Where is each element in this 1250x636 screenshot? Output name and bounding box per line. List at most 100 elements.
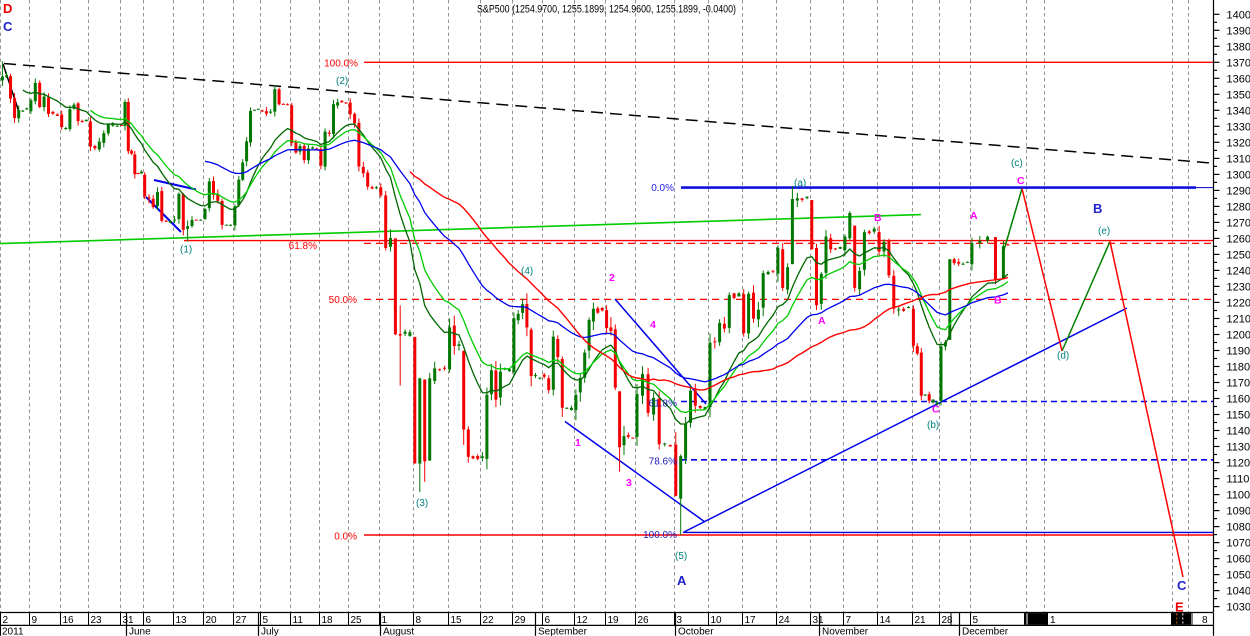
svg-text:1210: 1210 [1227, 314, 1250, 326]
svg-text:1160: 1160 [1227, 394, 1250, 406]
svg-text:B: B [1093, 201, 1102, 216]
svg-text:1380: 1380 [1227, 41, 1250, 53]
svg-text:1300: 1300 [1227, 169, 1250, 181]
svg-text:(d): (d) [1057, 351, 1069, 362]
svg-text:1280: 1280 [1227, 201, 1250, 213]
svg-text:61.8%: 61.8% [649, 399, 677, 410]
svg-text:1170: 1170 [1227, 378, 1250, 390]
svg-text:C: C [1017, 175, 1025, 187]
svg-text:4: 4 [650, 319, 656, 331]
svg-text:1270: 1270 [1227, 217, 1250, 229]
svg-text:19: 19 [608, 615, 620, 626]
svg-text:C: C [932, 404, 940, 416]
svg-text:1220: 1220 [1227, 297, 1250, 309]
svg-text:14: 14 [880, 615, 892, 626]
svg-text:28: 28 [942, 615, 954, 626]
svg-text:8: 8 [1202, 615, 1208, 626]
svg-text:D: D [3, 1, 12, 16]
svg-text:(2): (2) [336, 76, 348, 87]
svg-text:1: 1 [382, 615, 388, 626]
svg-text:1190: 1190 [1227, 346, 1250, 358]
svg-text:1360: 1360 [1227, 73, 1250, 85]
svg-text:A: A [677, 573, 687, 588]
svg-text:27: 27 [236, 615, 248, 626]
svg-text:6: 6 [146, 615, 152, 626]
svg-text:12: 12 [577, 615, 589, 626]
svg-text:1060: 1060 [1227, 554, 1250, 566]
svg-text:(3): (3) [416, 498, 428, 509]
svg-text:16: 16 [63, 615, 75, 626]
svg-text:18: 18 [322, 615, 334, 626]
svg-text:August: August [383, 626, 414, 636]
svg-text:1040: 1040 [1227, 586, 1250, 598]
svg-text:A: A [970, 210, 978, 222]
svg-text:2: 2 [3, 615, 9, 626]
svg-text:1070: 1070 [1227, 538, 1250, 550]
svg-text:100.0%: 100.0% [324, 59, 358, 70]
svg-text:5: 5 [973, 615, 979, 626]
svg-text:8: 8 [416, 615, 422, 626]
svg-text:July: July [261, 626, 279, 636]
svg-text:1110: 1110 [1227, 474, 1250, 486]
svg-text:1180: 1180 [1227, 362, 1250, 374]
svg-text:5: 5 [263, 615, 269, 626]
svg-text:1330: 1330 [1227, 121, 1250, 133]
svg-text:1390: 1390 [1227, 25, 1250, 37]
svg-text:December: December [962, 626, 1009, 636]
svg-text:1090: 1090 [1227, 506, 1250, 518]
svg-text:October: October [678, 626, 714, 636]
svg-text:1130: 1130 [1227, 442, 1250, 454]
svg-text:1: 1 [1050, 615, 1056, 626]
svg-text:0.0%: 0.0% [334, 532, 357, 543]
svg-text:50.0%: 50.0% [329, 295, 357, 306]
svg-text:1310: 1310 [1227, 153, 1250, 165]
svg-text:20: 20 [206, 615, 218, 626]
svg-text:3: 3 [677, 615, 683, 626]
svg-text:1320: 1320 [1227, 137, 1250, 149]
svg-text:B: B [874, 212, 882, 224]
svg-text:1080: 1080 [1227, 522, 1250, 534]
svg-text:21: 21 [915, 615, 927, 626]
svg-text:11: 11 [293, 615, 304, 626]
svg-text:1260: 1260 [1227, 233, 1250, 245]
svg-text:(5): (5) [675, 551, 687, 562]
svg-text:1400: 1400 [1227, 9, 1250, 21]
svg-text:1: 1 [575, 437, 581, 449]
svg-text:November: November [822, 626, 869, 636]
svg-text:24: 24 [779, 615, 791, 626]
svg-text:31: 31 [123, 615, 135, 626]
svg-text:E: E [1175, 600, 1184, 615]
svg-text:C: C [1177, 578, 1187, 593]
svg-text:100.0%: 100.0% [643, 530, 677, 541]
svg-text:(a): (a) [794, 178, 806, 189]
svg-text:1230: 1230 [1227, 281, 1250, 293]
svg-text:22: 22 [483, 615, 495, 626]
svg-text:2: 2 [609, 272, 615, 284]
svg-text:1100: 1100 [1227, 490, 1250, 502]
svg-text:1350: 1350 [1227, 89, 1250, 101]
svg-text:26: 26 [638, 615, 650, 626]
svg-text:9: 9 [32, 615, 38, 626]
svg-text:1030: 1030 [1227, 602, 1250, 614]
svg-text:1200: 1200 [1227, 330, 1250, 342]
svg-text:2011: 2011 [2, 626, 24, 636]
svg-text:1250: 1250 [1227, 249, 1250, 261]
svg-text:17: 17 [745, 615, 757, 626]
svg-text:1050: 1050 [1227, 570, 1250, 582]
svg-text:S&P500 (1254.9700, 1255.1899,: S&P500 (1254.9700, 1255.1899, 1254.9600,… [477, 4, 736, 16]
svg-text:September: September [538, 626, 588, 636]
svg-text:15: 15 [451, 615, 463, 626]
svg-text:13: 13 [176, 615, 188, 626]
svg-text:29: 29 [515, 615, 527, 626]
svg-text:B: B [994, 295, 1002, 307]
svg-text:0.0%: 0.0% [651, 183, 674, 194]
svg-text:(c): (c) [1011, 158, 1023, 169]
svg-text:78.6%: 78.6% [649, 457, 677, 468]
svg-text:61.8%: 61.8% [289, 241, 317, 252]
svg-text:C: C [3, 19, 13, 34]
svg-text:(1): (1) [180, 245, 192, 256]
svg-text:10: 10 [711, 615, 723, 626]
svg-text:23: 23 [91, 615, 103, 626]
svg-text:1290: 1290 [1227, 185, 1250, 197]
svg-text:1140: 1140 [1227, 426, 1250, 438]
